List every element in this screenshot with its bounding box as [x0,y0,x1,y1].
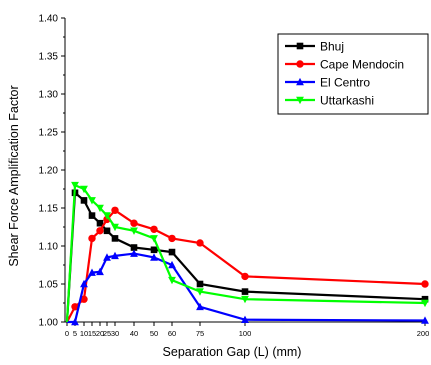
data-point [241,315,249,324]
x-tick-label: 30 [111,329,119,338]
data-point [150,246,158,254]
legend-label: Bhuj [320,40,344,54]
y-tick-label: 1.10 [39,242,59,253]
data-point [103,253,111,261]
data-point [96,219,104,227]
data-point [196,302,204,311]
y-tick-label: 1.40 [39,14,59,25]
data-point [111,223,119,232]
x-tick-label: 100 [239,329,252,338]
data-point [168,234,176,243]
x-tick-label: 40 [130,329,138,338]
y-tick-label: 1.05 [39,280,59,291]
data-point [88,268,96,276]
data-point [88,212,96,219]
data-point [421,316,429,324]
data-point [96,227,104,235]
y-tick-label: 1.30 [39,90,59,101]
legend-label: Cape Mendocin [320,58,404,72]
legend-swatch-marker [296,77,304,86]
legend-label: El Centro [320,76,370,90]
data-point [150,253,158,261]
x-tick-label: 15 [88,329,96,338]
series-el-centro [67,249,429,326]
data-point [80,197,88,204]
data-point [111,206,119,214]
data-point [80,279,88,288]
data-point [150,225,158,233]
legend-swatch-marker [296,42,304,50]
y-tick-label: 1.35 [39,52,59,63]
data-point [168,260,176,269]
x-tick-label: 50 [150,329,158,338]
y-tick-label: 1.00 [39,318,59,329]
data-point [241,272,249,281]
data-point [96,204,104,213]
data-point [196,288,204,296]
data-point [103,212,111,220]
y-tick-label: 1.20 [39,166,59,177]
data-point [241,295,249,304]
legend-swatch-marker [296,96,304,105]
data-point [421,295,429,303]
x-tick-label: 0 [65,329,69,338]
legend-item: Uttarkashi [285,94,374,108]
data-point [421,280,429,288]
data-point [88,234,96,243]
x-tick-label: 60 [168,329,176,338]
x-tick-label: 200 [417,329,430,338]
data-point [80,185,88,194]
data-point [71,181,79,190]
legend-item: Cape Mendocin [285,58,404,72]
x-tick-label: 75 [196,329,204,338]
series-bhuj [65,189,429,323]
legend-label: Uttarkashi [320,94,374,108]
data-point [196,239,204,247]
data-point [71,303,79,311]
data-point [150,235,158,243]
data-point [130,227,138,235]
legend-item: El Centro [285,76,370,90]
data-point [88,197,96,205]
x-axis-label: Separation Gap (L) (mm) [163,345,302,359]
x-tick-label: 10 [80,329,88,338]
data-point [80,295,88,303]
y-axis-label: Shear Force Amplification Factor [7,85,21,266]
data-point [103,227,111,235]
data-point [96,267,104,276]
data-point [130,219,138,227]
data-point [111,251,119,260]
series-line [67,252,426,324]
x-tick-label: 20 [96,329,104,338]
data-point [241,288,249,295]
x-tick-label: 5 [73,329,77,338]
series-line [65,183,426,323]
data-point [168,276,176,285]
data-point [130,244,138,251]
data-point [196,280,204,288]
legend-item: Bhuj [285,40,344,54]
data-point [71,317,79,326]
data-point [421,299,429,308]
data-point [111,235,119,242]
legend-swatch-marker [296,60,304,68]
y-tick-label: 1.25 [39,128,59,139]
series-uttarkashi [65,181,429,323]
y-tick-label: 1.15 [39,204,59,215]
x-tick-label: 25 [103,329,111,338]
data-point [130,249,138,257]
series-cape-mendocin [66,206,429,323]
data-point [168,248,176,256]
